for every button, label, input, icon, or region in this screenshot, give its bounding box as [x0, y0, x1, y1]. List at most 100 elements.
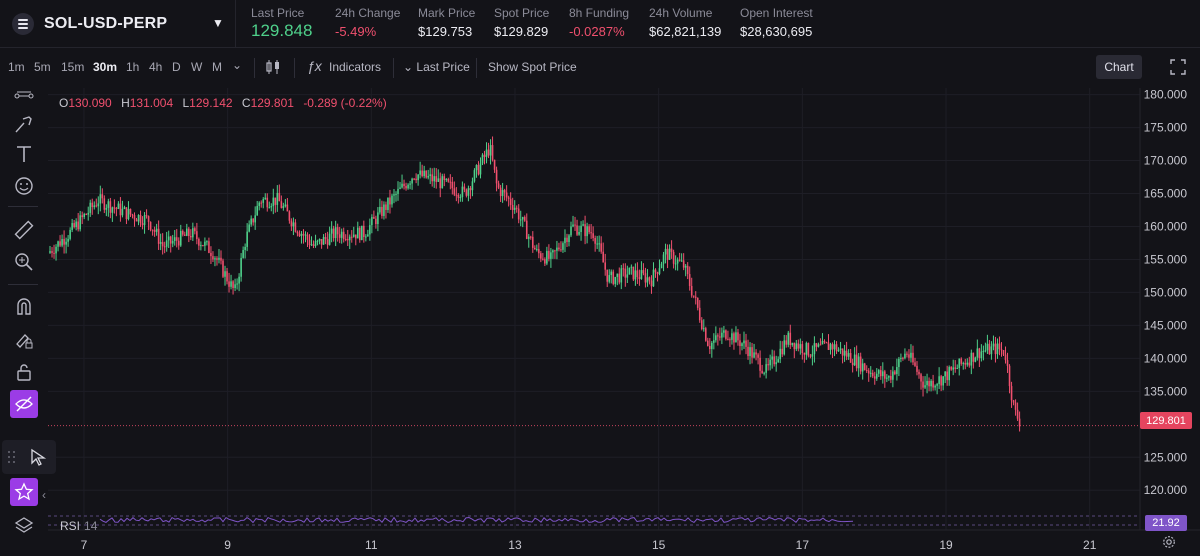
candle-body — [753, 352, 755, 358]
candle-body — [188, 228, 190, 236]
candle-body — [332, 228, 335, 239]
candle-body — [622, 268, 625, 270]
candle-body — [389, 197, 391, 205]
candle-body — [387, 197, 389, 210]
chart-toolbar: 1m 5m 15m 30m 1h 4h D W M ⌄ ƒx Indicator… — [0, 52, 1200, 82]
stat-spot-price: Spot Price $129.829 — [494, 6, 550, 39]
candle-body — [863, 363, 866, 370]
candle-body — [771, 356, 773, 360]
candle-body — [809, 355, 812, 357]
candle-body — [198, 239, 200, 246]
candle-body — [926, 380, 928, 386]
candle-body — [676, 259, 679, 264]
candle-body — [338, 234, 341, 238]
candle-body — [763, 372, 765, 374]
candle-body — [527, 236, 530, 239]
candle-type-icon[interactable] — [265, 59, 281, 75]
candle-body — [608, 275, 611, 282]
timeframe-more-chevron-icon[interactable]: ⌄ — [232, 58, 243, 72]
candle-body — [312, 244, 315, 246]
emoji-icon[interactable] — [10, 172, 38, 200]
candle-body — [851, 362, 854, 366]
candle-body — [467, 188, 470, 196]
candle-body — [435, 176, 438, 182]
candle-body — [759, 357, 761, 371]
candle-body — [427, 175, 429, 178]
last-price-dropdown[interactable]: ⌄ Last Price — [403, 60, 470, 74]
candle-body — [773, 356, 775, 365]
candle-body — [358, 227, 361, 241]
candle-body — [139, 214, 142, 224]
candle-body — [940, 376, 942, 386]
market-selector[interactable]: SOL-USD-PERP ▼ — [0, 0, 236, 48]
candle-body — [696, 297, 699, 308]
candle-body — [212, 256, 214, 260]
candle-body — [674, 263, 677, 265]
y-tick-label: 150.000 — [1144, 285, 1188, 299]
candle-body — [192, 228, 194, 238]
candle-body — [497, 183, 500, 188]
candle-body — [83, 214, 86, 218]
candle-body — [713, 340, 715, 343]
candle-body — [600, 243, 602, 252]
collapse-rail-chevron-icon[interactable]: ‹ — [42, 488, 46, 502]
ohlc-low: 129.142 — [189, 96, 233, 110]
timeframe-5m[interactable]: 5m — [34, 60, 51, 74]
candle-body — [775, 362, 777, 365]
trend-line-icon[interactable] — [10, 82, 38, 110]
candle-body — [503, 190, 506, 193]
timeframe-4h[interactable]: 4h — [149, 60, 163, 74]
drag-handle-icon[interactable] — [2, 443, 22, 471]
y-tick-label: 145.000 — [1144, 318, 1188, 332]
candle-body — [580, 225, 582, 232]
candle-body — [365, 236, 367, 238]
timeframe-w[interactable]: W — [191, 60, 203, 74]
chart-view-button[interactable]: Chart — [1096, 55, 1142, 79]
timeframe-15m[interactable]: 15m — [61, 60, 85, 74]
candle-body — [717, 335, 719, 337]
candle-body — [286, 204, 289, 212]
candle-body — [610, 271, 613, 276]
cursor-icon[interactable] — [24, 443, 52, 471]
lock-drawing-icon[interactable] — [10, 326, 38, 354]
hide-drawings-icon[interactable] — [10, 390, 38, 418]
fullscreen-icon[interactable] — [1170, 59, 1186, 75]
indicators-icon[interactable]: ƒx — [307, 58, 322, 74]
candle-body — [371, 217, 373, 226]
candle-body — [785, 340, 788, 345]
lock-icon[interactable] — [10, 358, 38, 386]
candle-body — [634, 270, 637, 280]
candle-body — [499, 187, 502, 197]
zoom-in-icon[interactable] — [10, 248, 38, 276]
magnet-icon[interactable] — [10, 292, 38, 320]
candle-body — [658, 268, 661, 274]
candle-body — [298, 233, 301, 237]
candle-body — [525, 220, 528, 239]
candle-body — [127, 208, 130, 220]
candle-body — [352, 234, 355, 237]
candle-body — [924, 385, 926, 388]
ruler-icon[interactable] — [10, 216, 38, 244]
chevron-down-icon: ▼ — [212, 16, 224, 30]
timeframe-30m[interactable]: 30m — [93, 60, 118, 74]
timeframe-1m[interactable]: 1m — [8, 60, 25, 74]
timeframe-m[interactable]: M — [212, 60, 222, 74]
timeframe-d[interactable]: D — [172, 60, 181, 74]
brush-icon[interactable] — [10, 110, 38, 138]
candle-body — [855, 354, 858, 369]
text-tool-icon[interactable] — [10, 140, 38, 168]
candle-body — [361, 225, 363, 241]
candle-body — [799, 344, 802, 349]
timeframe-1h[interactable]: 1h — [126, 60, 140, 74]
candle-body — [892, 371, 894, 380]
favorites-star-icon[interactable] — [10, 478, 38, 506]
candle-body — [578, 231, 580, 235]
indicators-button[interactable]: Indicators — [329, 60, 382, 74]
settings-gear-icon[interactable] — [1162, 535, 1176, 549]
candle-body — [884, 371, 886, 379]
candle-body — [630, 266, 633, 268]
layers-icon[interactable] — [10, 512, 38, 540]
show-spot-price-button[interactable]: Show Spot Price — [488, 60, 577, 74]
candle-body — [529, 236, 532, 238]
